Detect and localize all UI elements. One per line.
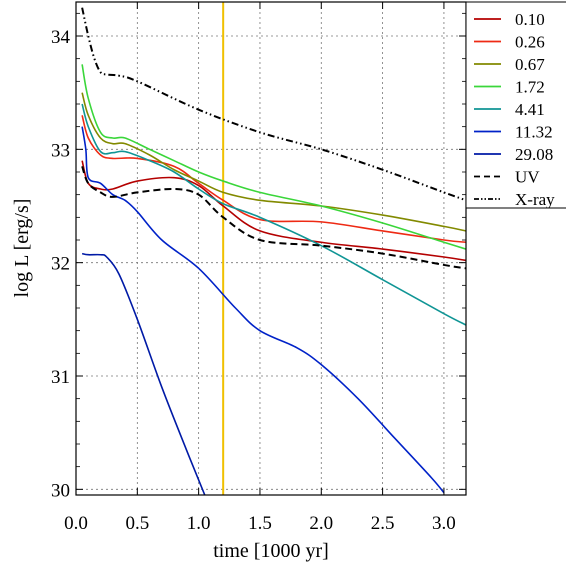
y-axis-ticks: 30 31 32 33 34 [51, 12, 466, 501]
legend-label: 0.26 [515, 33, 545, 52]
legend-label: 0.10 [515, 10, 545, 29]
y-axis-label: log L [erg/s] [11, 199, 33, 298]
x-tick-label: 2.5 [371, 513, 395, 534]
x-axis-ticks: 0.0 0.5 1.0 1.5 2.0 2.5 3.0 [64, 2, 456, 534]
legend-label: 4.41 [515, 100, 545, 119]
series-line-4-41 [81, 103, 466, 326]
legend-label: UV [515, 168, 540, 187]
y-tick-label: 30 [51, 480, 70, 501]
legend-label: X-ray [515, 190, 555, 209]
legend-label: 29.08 [515, 145, 553, 164]
legend: 0.10 0.26 0.67 1.72 4.41 11.32 29.08 UV X-ray [465, 1, 566, 209]
x-axis-label: time [1000 yr] [213, 540, 329, 562]
x-tick-label: 0.0 [64, 513, 88, 534]
legend-box [465, 1, 566, 209]
series-line-uv [81, 165, 466, 270]
plot-frame [75, 1, 467, 496]
legend-label: 0.67 [515, 55, 545, 74]
x-tick-label: 2.0 [309, 513, 333, 534]
y-tick-label: 31 [51, 367, 70, 388]
series-line-0-26 [81, 115, 466, 244]
legend-label: 1.72 [515, 78, 545, 97]
series-line-0-10 [81, 160, 466, 262]
x-tick-label: 1.0 [187, 513, 211, 534]
series-line-11-32 [81, 126, 445, 494]
y-tick-label: 32 [51, 254, 70, 275]
y-tick-label: 33 [51, 140, 70, 161]
x-tick-label: 1.5 [248, 513, 272, 534]
legend-label: 11.32 [515, 123, 553, 142]
y-tick-label: 34 [51, 27, 71, 48]
series-line-1-72 [81, 64, 466, 250]
grid [76, 2, 466, 495]
series-line-0-67 [81, 92, 466, 232]
x-tick-label: 0.5 [125, 513, 149, 534]
x-tick-label: 3.0 [432, 513, 456, 534]
series-layer [81, 7, 466, 495]
series-line-x-ray [81, 7, 466, 202]
series-line-29-08 [81, 252, 206, 495]
